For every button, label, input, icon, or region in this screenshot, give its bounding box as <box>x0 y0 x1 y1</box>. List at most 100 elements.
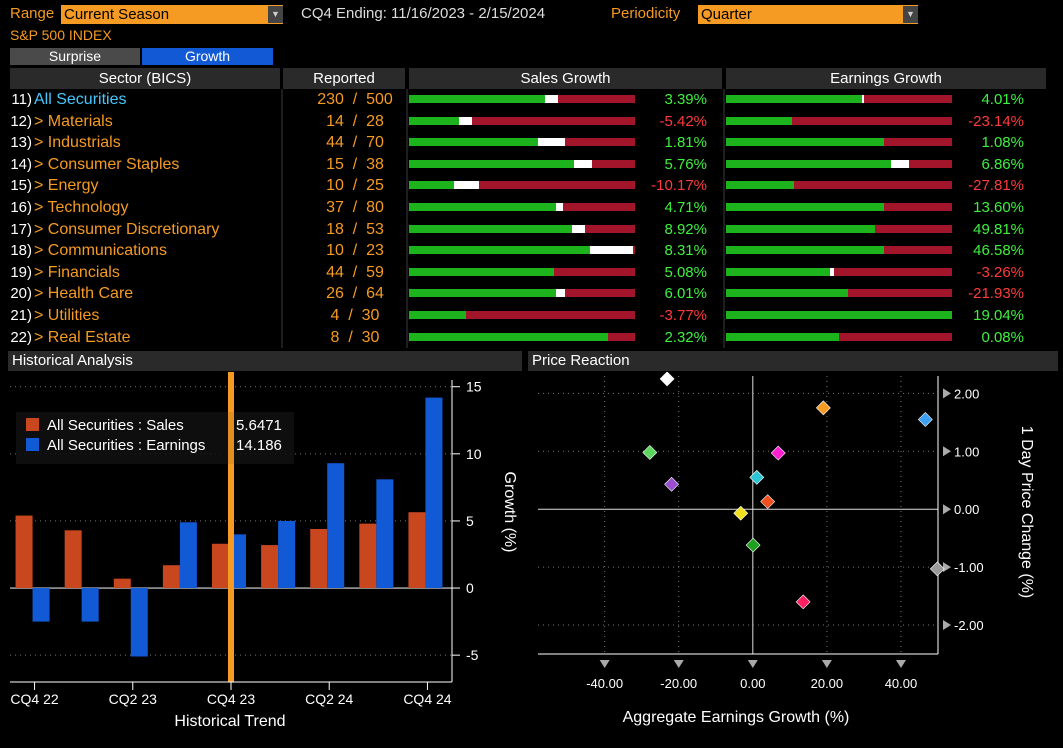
sector-name[interactable]: > Energy <box>34 177 99 195</box>
sales-bar[interactable] <box>162 565 180 589</box>
scatter-point[interactable] <box>733 505 749 521</box>
table-row[interactable]: 11) All Securities 230 / 500 3.39% 4.01% <box>10 89 1050 110</box>
earnings-bar[interactable] <box>81 588 99 622</box>
sales-bar[interactable] <box>15 515 33 589</box>
earnings-bar[interactable] <box>32 588 50 622</box>
scatter-point[interactable] <box>815 400 831 416</box>
x-tick-label: CQ2 23 <box>109 691 157 707</box>
sales-bar-fill <box>409 224 572 233</box>
earnings-bar[interactable] <box>130 588 148 657</box>
sales-bar-marker <box>544 95 559 103</box>
sales-bar-fill <box>409 95 545 103</box>
table-row[interactable]: 15) > Energy 10 / 25 -10.17% -27.81% <box>10 175 1050 196</box>
tab-growth[interactable]: Growth <box>142 48 273 65</box>
earnings-growth-value: 4.01% <box>981 91 1024 108</box>
scatter-point[interactable] <box>642 445 658 460</box>
tab-surprise[interactable]: Surprise <box>10 48 140 65</box>
legend-box <box>16 412 294 464</box>
x-axis-label: Aggregate Earnings Growth (%) <box>623 709 850 726</box>
sales-bar-marker <box>589 246 633 255</box>
x-tick-label: CQ2 24 <box>305 691 353 707</box>
sector-name[interactable]: > Communications <box>34 242 167 260</box>
table-row[interactable]: 21) > Utilities 4 / 30 -3.77% 19.04% <box>10 305 1050 326</box>
sector-name[interactable]: > Consumer Discretionary <box>34 220 220 238</box>
scatter-point[interactable] <box>664 476 680 492</box>
y-tick-marker <box>943 562 951 573</box>
sales-bar-marker <box>458 116 473 125</box>
earnings-bar[interactable] <box>376 479 394 589</box>
earnings-bar[interactable] <box>278 520 296 589</box>
earnings-bar-track <box>726 267 952 276</box>
earnings-bar-track <box>726 116 952 125</box>
scatter-point[interactable] <box>760 494 776 510</box>
sales-bar[interactable] <box>261 545 279 589</box>
earnings-bar[interactable] <box>425 397 443 589</box>
sales-bar[interactable] <box>310 528 328 589</box>
col-reported-header[interactable]: Reported <box>283 68 405 89</box>
sales-bar-fill <box>409 181 455 190</box>
sales-bar[interactable] <box>113 578 131 589</box>
earnings-bar[interactable] <box>327 463 345 589</box>
sector-name[interactable]: All Securities <box>34 91 127 108</box>
sales-bar[interactable] <box>212 543 229 589</box>
sector-name[interactable]: > Utilities <box>34 307 100 324</box>
sales-bar[interactable] <box>64 530 82 589</box>
sales-bar[interactable] <box>408 512 426 589</box>
x-tick-label: 20.00 <box>811 676 844 691</box>
col-sector-header[interactable]: Sector (BICS) <box>10 68 280 89</box>
scatter-point[interactable] <box>770 445 786 461</box>
sector-name[interactable]: > Health Care <box>34 285 134 303</box>
earnings-bar-marker <box>890 159 910 168</box>
sector-name[interactable]: > Consumer Staples <box>34 155 180 173</box>
chevron-down-icon[interactable]: ▼ <box>903 6 918 23</box>
scatter-point[interactable] <box>917 412 933 427</box>
sector-name[interactable]: > Materials <box>34 112 113 130</box>
earnings-bar-fill <box>726 203 885 211</box>
scatter-point[interactable] <box>795 594 811 610</box>
chevron-down-icon[interactable]: ▼ <box>268 6 283 23</box>
range-dropdown[interactable]: Current Season ▼ <box>61 5 283 24</box>
table-row[interactable]: 14) > Consumer Staples 15 / 38 5.76% 6.86% <box>10 154 1050 175</box>
sales-bar[interactable] <box>359 523 377 589</box>
table-row[interactable]: 16) > Technology 37 / 80 4.71% 13.60% <box>10 197 1050 218</box>
scatter-point[interactable] <box>929 561 945 577</box>
sales-bar-track <box>409 311 635 319</box>
table-row[interactable]: 22) > Real Estate 8 / 30 2.32% 0.08% <box>10 327 1050 348</box>
table-row[interactable]: 12) > Materials 14 / 28 -5.42% -23.14% <box>10 111 1050 132</box>
table-row[interactable]: 17) > Consumer Discretionary 18 / 53 8.92% 4… <box>10 219 1050 240</box>
scatter-point[interactable] <box>749 469 765 485</box>
earnings-bar-marker <box>861 95 864 103</box>
price-reaction-chart[interactable]: -40.00 -20.00 0.00 20.00 40.00 -2.00 -1.00 0.00… <box>528 371 1058 744</box>
historical-chart[interactable]: -5 0 5 10 15 CQ4 22 CQ2 23 CQ4 23 CQ2 24 CQ4 24 Hi… <box>8 372 522 744</box>
sector-name[interactable]: > Real Estate <box>34 328 131 346</box>
earnings-bar-fill <box>726 181 794 190</box>
sales-bar-fill <box>409 116 459 125</box>
earnings-bar[interactable] <box>179 522 197 589</box>
earnings-growth-value: -27.81% <box>968 177 1024 195</box>
legend-swatch <box>26 438 39 451</box>
sector-name[interactable]: > Financials <box>34 263 120 281</box>
y-tick-label: -1.00 <box>954 560 984 575</box>
reported-count: 44 / 59 <box>326 263 384 281</box>
row-number: 14) <box>10 155 32 173</box>
y-tick-marker <box>943 504 951 515</box>
table-row[interactable]: 20) > Health Care 26 / 64 6.01% -21.93% <box>10 283 1050 304</box>
table-row[interactable]: 13) > Industrials 44 / 70 1.81% 1.08% <box>10 132 1050 153</box>
col-earnings-header[interactable]: Earnings Growth <box>726 68 1046 89</box>
row-number: 17) <box>10 220 32 238</box>
scatter-point[interactable] <box>659 371 675 387</box>
scatter-point[interactable] <box>745 537 761 553</box>
earnings-bar-fill <box>726 95 862 103</box>
periodicity-dropdown[interactable]: Quarter ▼ <box>698 5 918 24</box>
time-cursor[interactable] <box>228 372 234 682</box>
sector-name[interactable]: > Technology <box>34 199 129 216</box>
table-row[interactable]: 19) > Financials 44 / 59 5.08% -3.26% <box>10 262 1050 283</box>
index-name: S&P 500 INDEX <box>10 27 112 43</box>
sector-name[interactable]: > Industrials <box>34 134 121 152</box>
col-sales-header[interactable]: Sales Growth <box>409 68 722 89</box>
sales-bar-fill <box>409 311 466 319</box>
sales-bar-marker <box>454 181 480 190</box>
table-row[interactable]: 18) > Communications 10 / 23 8.31% 46.58% <box>10 240 1050 261</box>
row-number: 21) <box>10 307 32 324</box>
earnings-growth-value: 6.86% <box>981 155 1024 173</box>
